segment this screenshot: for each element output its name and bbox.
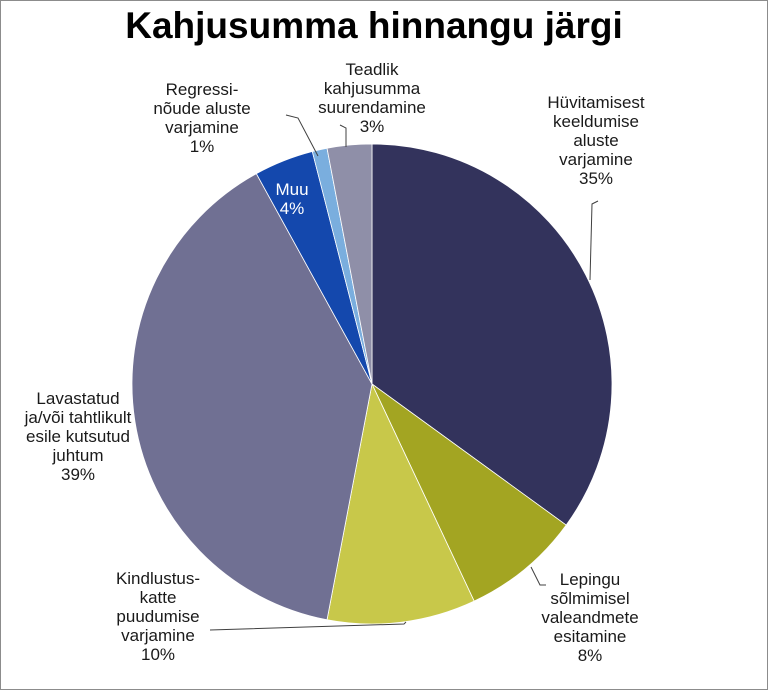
slice-label-muu: Muu 4% [275, 180, 308, 218]
slice-label-line: Lavastatud [36, 389, 119, 408]
slice-percent: 35% [579, 169, 613, 188]
slice-percent: 1% [190, 137, 215, 156]
pie-slice-teadlik-kahjusumma-suurendamine [326, 143, 373, 385]
slice-label-huvitamisest-keeldumise-aluste: Hüvitamisest keeldumise aluste varjamine 35% [547, 93, 645, 188]
slice-label-line: katte [140, 588, 177, 607]
slice-label-teadlik-kahjusumma-suurendamine: Teadlik kahjusumma suurendamine 3% [318, 60, 426, 136]
slice-label-line: nõude aluste [153, 99, 250, 118]
slice-percent: 3% [360, 117, 385, 136]
pie-slice-huvitamisest-keeldumise-aluste [371, 143, 613, 526]
slice-label-line: juhtum [51, 446, 103, 465]
slice-percent: 10% [141, 645, 175, 664]
slice-label-line: Kindlustus- [116, 569, 200, 588]
slice-label-line: kahjusumma [324, 79, 421, 98]
slice-label-line: varjamine [165, 118, 239, 137]
slice-label-regressi-noude-aluste: Regressi-nõude aluste varjamine 1% [153, 80, 250, 156]
leader-line-huvitamisest [589, 200, 599, 281]
slice-percent: 8% [578, 646, 603, 665]
slice-label-line: suurendamine [318, 98, 426, 117]
slice-label-line: Teadlik [346, 60, 399, 79]
leader-line-teadlik [339, 124, 347, 147]
pie-slices [131, 143, 613, 625]
leader-line-regressi [285, 114, 319, 157]
chart-title: Kahjusumma hinnangu järgi [125, 5, 623, 46]
slice-label-line: valeandmete [541, 608, 638, 627]
slice-label-kindlustus-katte-puudumise: Kindlustus-katte puudumise varjamine 10% [116, 569, 200, 664]
slice-label-line: Regressi- [166, 80, 239, 99]
slice-label-line: varjamine [559, 150, 633, 169]
slice-label-line: Hüvitamisest [547, 93, 645, 112]
slice-label-line: Muu [275, 180, 308, 199]
slice-labels: Hüvitamisest keeldumise aluste varjamine 35%… [24, 60, 645, 665]
slice-label-line: puudumise [116, 607, 199, 626]
slice-label-line: sõlmimisel [550, 589, 629, 608]
slice-percent: 39% [61, 465, 95, 484]
slice-label-lavastatud-ja-voi: Lavastatud ja/või tahtlikult esile kutsutu… [24, 389, 132, 484]
leader-lines [209, 114, 599, 631]
pie-slice-lepingu-solmimisel-valeandmete [371, 383, 567, 602]
leader-line-kindlustus [209, 621, 407, 631]
slice-label-line: ja/või tahtlikult [24, 408, 132, 427]
slice-label-line: keeldumise [553, 112, 639, 131]
slice-label-line: aluste [573, 131, 618, 150]
pie-slice-kindlustus-katte-puudumise [326, 382, 475, 625]
slice-label-line: Lepingu [560, 570, 621, 589]
slice-percent: 4% [280, 199, 305, 218]
slice-label-lepingu-solmimisel-valeandmete: Lepingu sõlmimisel valeandmete esitamine 8% [541, 570, 638, 665]
pie-slice-lavastatud-ja-voi [131, 173, 373, 621]
slice-label-line: esitamine [554, 627, 627, 646]
slice-label-line: varjamine [121, 626, 195, 645]
leader-line-lepingu [530, 566, 546, 586]
slice-label-line: esile kutsutud [26, 427, 130, 446]
